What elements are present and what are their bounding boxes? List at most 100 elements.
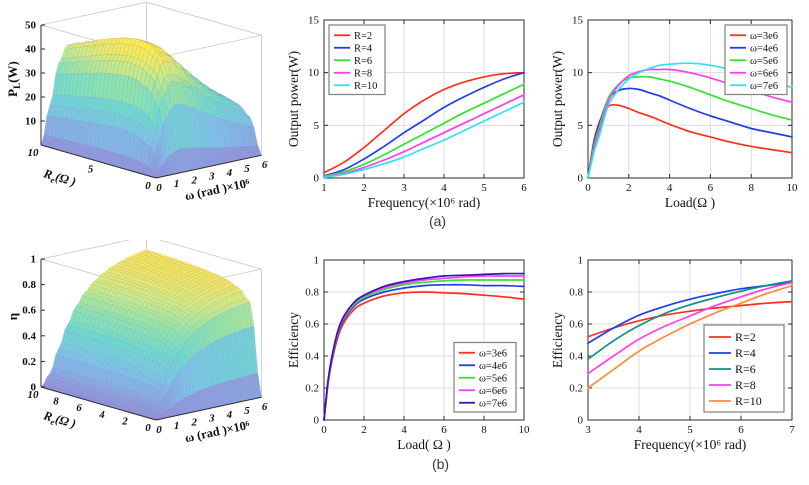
surface-cell — [186, 358, 194, 396]
surface-cell — [92, 386, 100, 392]
surface-cell — [162, 319, 170, 326]
surface-cell — [124, 369, 132, 378]
legend-label-ω=3e6: ω=3e6 — [479, 348, 507, 359]
surface-cell — [170, 306, 178, 311]
surface-cell — [151, 154, 159, 175]
surface-cell — [190, 305, 198, 310]
surface-cell — [227, 295, 235, 304]
surface-cell — [78, 120, 86, 145]
surface-cell — [144, 285, 153, 289]
legend-label-ω=7e6: ω=7e6 — [479, 398, 507, 409]
y-tick-label: 0.6 — [305, 319, 319, 331]
surface-cell — [190, 269, 199, 273]
surface-cell — [210, 311, 219, 318]
surface-cell — [60, 356, 68, 371]
surface-cell — [84, 384, 93, 390]
surface-cell — [91, 332, 99, 341]
surface-cell — [131, 330, 139, 342]
surface-cell — [182, 316, 190, 324]
surface-cell — [58, 58, 66, 64]
surface-cell — [163, 325, 171, 335]
surface-cell — [61, 370, 69, 379]
surface-cell — [201, 317, 210, 324]
surface-cell — [50, 374, 58, 380]
surface-cell — [200, 268, 209, 272]
surface-cell — [128, 132, 136, 159]
surface-cell — [219, 307, 227, 313]
surface-cell — [171, 314, 180, 323]
x-tick-label: 10 — [519, 424, 531, 436]
surface-cell — [131, 276, 140, 282]
surface-cell — [180, 306, 189, 314]
legend-label-R=6: R=6 — [735, 362, 756, 376]
y-tick-label: 0.4 — [569, 351, 583, 363]
surface-cell — [151, 319, 159, 329]
surface-cell — [46, 373, 54, 379]
surface-cell — [128, 264, 137, 269]
legend-label-R=2: R=2 — [735, 330, 756, 344]
surface-cell — [141, 328, 150, 336]
surface-cell — [159, 304, 167, 310]
surface-cell — [100, 297, 109, 304]
surface-cell — [111, 280, 120, 286]
y-tick-label: 0 — [314, 173, 320, 185]
surface-cell — [168, 381, 176, 407]
surface-cell — [139, 268, 148, 272]
surface-cell — [133, 38, 141, 47]
surface-cell — [146, 258, 155, 263]
surface-cell — [88, 44, 96, 57]
surface-cell — [178, 293, 186, 300]
surface-cell — [174, 280, 183, 285]
surface-cell — [92, 291, 100, 296]
surface-cell — [104, 394, 113, 403]
series-R=10 — [323, 101, 525, 179]
surface-cell — [207, 289, 215, 296]
surface-cell — [158, 98, 167, 127]
surface-cell — [93, 295, 101, 301]
surface-cell — [70, 352, 79, 361]
y-tick-label: 0.8 — [569, 287, 583, 299]
z-tick-label: 0.2 — [22, 356, 36, 368]
surface-cell — [123, 283, 131, 290]
surface-cell — [84, 337, 92, 351]
box-edge — [146, 1, 262, 36]
surface-cell — [46, 105, 54, 117]
surface-cell — [181, 270, 189, 275]
surface-cell — [158, 87, 166, 99]
surface-cell — [144, 251, 152, 255]
surface-cell — [228, 303, 236, 309]
box-edge — [155, 34, 262, 59]
surface-cell — [136, 81, 145, 111]
surface-cell — [90, 72, 99, 98]
series-R=10 — [587, 284, 793, 389]
surface-cell — [101, 393, 109, 402]
surface-cell — [101, 284, 110, 290]
surface-cell — [192, 274, 201, 279]
y-tick-label: 0.6 — [569, 319, 583, 331]
x-tick-label: 7 — [789, 424, 795, 436]
surface-cell — [147, 75, 155, 94]
surface-cell — [75, 327, 84, 336]
re-tick-label: 2 — [121, 415, 128, 427]
surface-cell — [125, 376, 133, 391]
surface-cell — [167, 293, 175, 298]
surface-cell — [88, 109, 97, 124]
surface-cell — [106, 311, 114, 318]
surface-cell — [58, 376, 66, 382]
surface-cell — [156, 257, 165, 261]
surface-cell — [191, 272, 200, 276]
surface-cell — [150, 269, 159, 273]
surface-cell — [130, 324, 138, 331]
surface-cell — [172, 274, 181, 279]
surface-cell — [203, 277, 212, 281]
surface-cell — [86, 364, 95, 379]
surface-cell — [122, 280, 130, 285]
surface-cell — [224, 282, 233, 288]
omega-tick-label: 4 — [226, 167, 233, 179]
surface-cell — [148, 264, 157, 268]
chart-efficiency-vs-frequency: 3 4 5 6 7 0 0.2 0.4 0.6 0.8 1 Frequency(×10⁶ rad) Ef… — [550, 242, 806, 454]
surface-cell — [179, 302, 188, 307]
legend-label-R=10: R=10 — [354, 81, 377, 92]
x-tick-label: 2 — [626, 182, 632, 194]
surface-cell — [190, 267, 198, 271]
